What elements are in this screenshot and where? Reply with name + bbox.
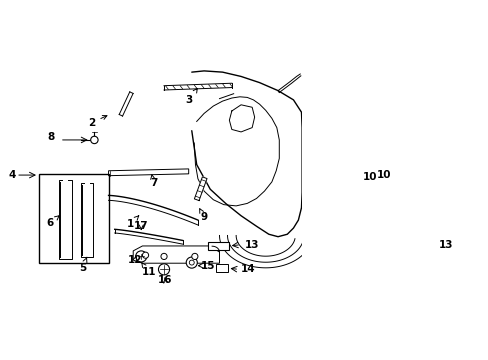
Text: 8: 8 <box>47 132 55 142</box>
Text: 15: 15 <box>201 261 215 271</box>
Text: 5: 5 <box>79 257 87 273</box>
Text: 12: 12 <box>127 255 142 265</box>
Circle shape <box>191 253 198 260</box>
Text: 6: 6 <box>46 216 59 228</box>
Text: 2: 2 <box>88 116 107 128</box>
Text: 4: 4 <box>8 170 16 180</box>
Text: 1: 1 <box>126 216 139 229</box>
Polygon shape <box>108 169 188 176</box>
Polygon shape <box>215 264 227 273</box>
Polygon shape <box>229 105 254 132</box>
Circle shape <box>186 257 197 268</box>
Text: 16: 16 <box>158 275 172 285</box>
Text: 7: 7 <box>149 175 157 188</box>
Circle shape <box>90 136 98 144</box>
Polygon shape <box>207 242 228 250</box>
Circle shape <box>135 251 146 262</box>
Text: 9: 9 <box>199 209 207 222</box>
Circle shape <box>158 264 169 275</box>
Text: 11: 11 <box>141 262 156 278</box>
Text: 17: 17 <box>134 221 148 231</box>
Circle shape <box>142 252 148 258</box>
Text: 13: 13 <box>438 240 453 250</box>
Text: 10: 10 <box>376 170 390 180</box>
Text: 13: 13 <box>244 240 259 250</box>
Polygon shape <box>194 177 206 201</box>
Bar <box>39 174 108 263</box>
Text: 10: 10 <box>363 172 377 182</box>
Text: 3: 3 <box>185 89 197 105</box>
Circle shape <box>161 253 167 260</box>
Text: 14: 14 <box>241 264 255 274</box>
Polygon shape <box>133 246 219 263</box>
Circle shape <box>189 260 194 265</box>
